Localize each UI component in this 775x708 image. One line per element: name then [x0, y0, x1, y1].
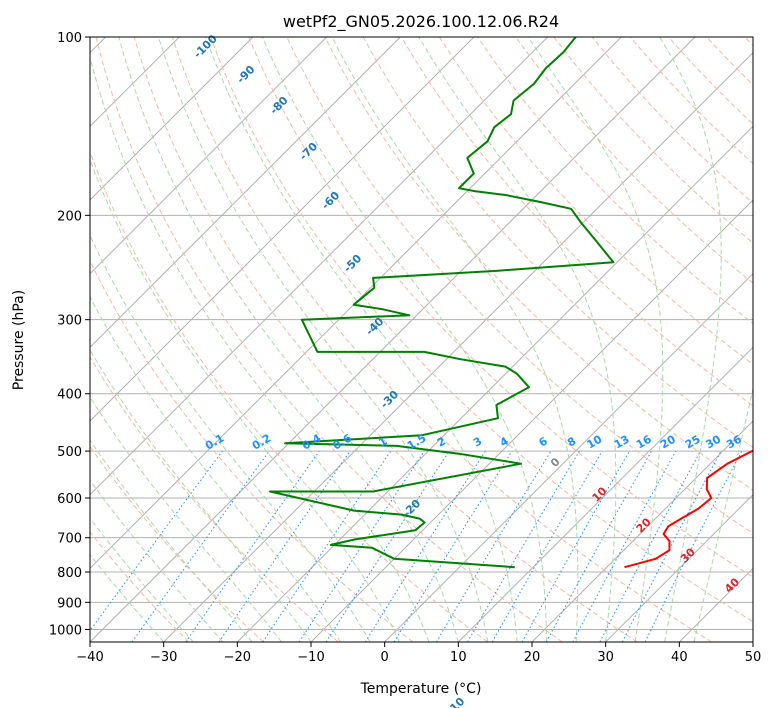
dewpoint-profile-line	[269, 37, 615, 569]
dry-adiabat-line	[248, 37, 753, 578]
y-axis-label: Pressure (hPa)	[11, 290, 27, 390]
isotherm-line	[163, 51, 753, 642]
moist-adiabat-line	[90, 234, 371, 642]
moist-adiabat-line	[90, 396, 282, 642]
y-tick-label: 800	[57, 566, 82, 581]
dry-adiabat-line	[171, 37, 712, 642]
mixing-ratio-line	[262, 450, 392, 642]
isotherm-line	[605, 493, 753, 642]
plot-frame	[89, 36, 754, 643]
dry-adiabat-line	[90, 150, 488, 642]
moist-adiabat-line	[205, 37, 518, 642]
y-tick-label: 1000	[49, 623, 82, 638]
isotherm-line	[90, 37, 475, 422]
moist-adiabat-line	[90, 349, 312, 642]
x-axis: −40 −30 −20 −10 0 10 20 30 40 50	[76, 642, 761, 665]
isotherm-line	[90, 37, 622, 570]
mixing-ratio-line	[521, 450, 630, 642]
background-lines	[90, 37, 753, 642]
isotherm-line	[90, 37, 254, 201]
dry-adiabat-line	[90, 531, 190, 642]
dry-adiabat-line	[438, 37, 753, 366]
x-tick-label: −40	[76, 650, 103, 665]
moist-adiabat-line	[90, 55, 430, 642]
dry-adiabat-line	[400, 37, 753, 407]
isotherm-line	[384, 272, 753, 642]
isotherm-line	[90, 37, 328, 275]
chart-title: wetPf2_GN05.2026.100.12.06.R24	[283, 12, 559, 32]
y-tick-label: 300	[57, 314, 82, 329]
y-axis: 100 200 300 400 500 600 700 800 900 1000	[49, 31, 90, 638]
moist-adiabat-line	[90, 158, 400, 642]
y-tick-label: 200	[57, 209, 82, 224]
isotherm-line	[90, 37, 696, 642]
y-tick-label: 400	[57, 388, 82, 403]
mixing-ratio-line	[644, 450, 743, 642]
y-tick-label: 600	[57, 492, 82, 507]
mixing-ratio-line	[298, 450, 425, 642]
series-layer	[269, 37, 753, 569]
x-tick-label: 10	[450, 650, 467, 665]
x-tick-label: 20	[524, 650, 541, 665]
moist-adiabat-line	[90, 479, 223, 642]
x-tick-label: −10	[297, 650, 324, 665]
x-tick-label: 40	[671, 650, 688, 665]
y-tick-label: 100	[57, 31, 82, 46]
moist-adiabat-line	[261, 37, 548, 642]
dry-adiabat-line	[210, 37, 753, 623]
x-tick-label: −30	[150, 650, 177, 665]
mixing-ratio-line	[325, 450, 450, 642]
y-tick-label: 500	[57, 445, 82, 460]
mixing-ratio-line	[90, 450, 223, 632]
x-tick-label: 50	[745, 650, 762, 665]
moist-adiabat-line	[90, 439, 253, 642]
dry-adiabat-line	[133, 37, 638, 642]
isotherm-line	[236, 125, 753, 642]
temperature-profile-line	[624, 449, 753, 569]
mixing-ratio-line	[393, 450, 513, 642]
dry-adiabat-line	[90, 356, 339, 642]
plot-background	[90, 37, 753, 642]
x-tick-label: −20	[224, 650, 251, 665]
dry-adiabat-line	[95, 37, 563, 642]
moist-adiabat-line	[527, 37, 664, 642]
dry-adiabat-line	[90, 259, 414, 642]
mixing-ratio-line	[185, 450, 320, 642]
isotherm-line	[531, 420, 753, 642]
x-axis-label: Temperature (°C)	[360, 681, 482, 697]
dry-adiabat-line	[515, 37, 753, 284]
isotherm-line	[457, 346, 753, 642]
y-tick-label: 900	[57, 596, 82, 611]
isotherm-line	[90, 37, 401, 349]
isotherm-line	[90, 37, 549, 496]
isotherm-line	[752, 641, 753, 642]
mixing-ratio-line	[545, 450, 653, 642]
mixing-ratio-line	[218, 450, 351, 642]
moist-adiabat-line	[157, 37, 489, 642]
mixing-ratio-line	[572, 450, 677, 642]
moist-adiabat-line	[659, 37, 722, 642]
moist-adiabat-line	[118, 37, 459, 642]
mixing-ratio-line	[131, 450, 270, 642]
dry-adiabat-line	[90, 445, 264, 642]
x-tick-label: 30	[597, 650, 614, 665]
y-tick-label: 700	[57, 532, 82, 547]
moist-adiabat-line	[693, 386, 753, 642]
moist-adiabat-line	[418, 37, 617, 642]
moist-adiabat-line	[331, 37, 579, 642]
x-tick-label: 0	[381, 650, 389, 665]
moist-adiabat-line	[90, 295, 341, 642]
dry-adiabat-line	[324, 37, 753, 491]
